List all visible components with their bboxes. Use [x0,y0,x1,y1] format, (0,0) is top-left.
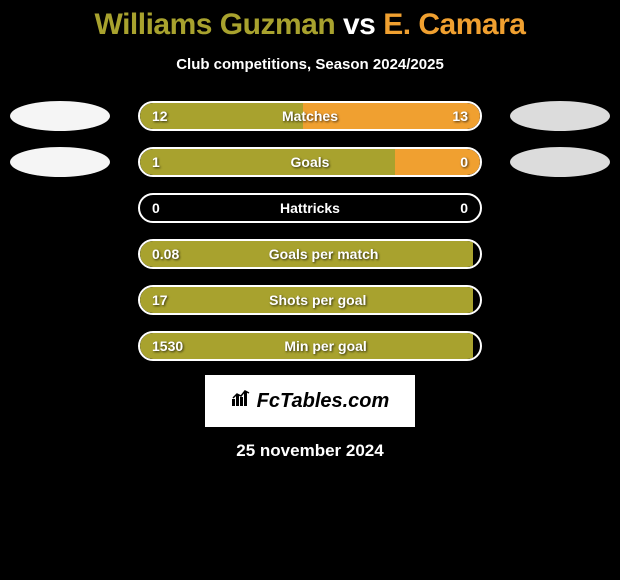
player1-oval [10,147,110,177]
logo: FcTables.com [231,389,390,413]
stat-row: 0Hattricks0 [0,191,620,225]
stat-value-right: 0 [460,200,468,216]
player1-oval [10,101,110,131]
stat-value-left: 0.08 [152,246,179,262]
stat-row: 1Goals0 [0,145,620,179]
bar-text: 0Hattricks0 [140,195,480,221]
stat-label: Goals per match [179,246,468,262]
stat-bar: 1Goals0 [138,147,482,177]
subtitle: Club competitions, Season 2024/2025 [0,56,620,73]
player2-name: E. Camara [383,8,525,41]
stat-row: 17Shots per goal [0,283,620,317]
stat-value-right: 13 [452,108,468,124]
bar-text: 17Shots per goal [140,287,480,313]
stat-bar: 0Hattricks0 [138,193,482,223]
stat-row: 0.08Goals per match [0,237,620,271]
stat-label: Shots per goal [168,292,468,308]
stat-value-left: 0 [152,200,160,216]
stat-value-left: 1 [152,154,160,170]
player1-name: Williams Guzman [95,8,336,41]
stat-label: Matches [168,108,453,124]
comparison-title: Williams Guzman vs E. Camara [0,8,620,42]
stat-value-right: 0 [460,154,468,170]
player2-oval [510,147,610,177]
date: 25 november 2024 [0,441,620,461]
stat-label: Hattricks [160,200,460,216]
bar-text: 1Goals0 [140,149,480,175]
stat-label: Min per goal [183,338,468,354]
logo-box: FcTables.com [205,375,415,427]
stat-bar: 12Matches13 [138,101,482,131]
bar-text: 12Matches13 [140,103,480,129]
logo-text: FcTables.com [257,390,390,413]
stat-value-left: 12 [152,108,168,124]
stats-list: 12Matches131Goals00Hattricks00.08Goals p… [0,99,620,363]
stat-value-left: 17 [152,292,168,308]
stat-bar: 0.08Goals per match [138,239,482,269]
stat-row: 1530Min per goal [0,329,620,363]
stat-bar: 1530Min per goal [138,331,482,361]
chart-icon [231,389,253,413]
stat-value-left: 1530 [152,338,183,354]
player2-oval [510,101,610,131]
stat-row: 12Matches13 [0,99,620,133]
bar-text: 1530Min per goal [140,333,480,359]
vs-text: vs [335,8,383,41]
stat-label: Goals [160,154,460,170]
bar-text: 0.08Goals per match [140,241,480,267]
stat-bar: 17Shots per goal [138,285,482,315]
